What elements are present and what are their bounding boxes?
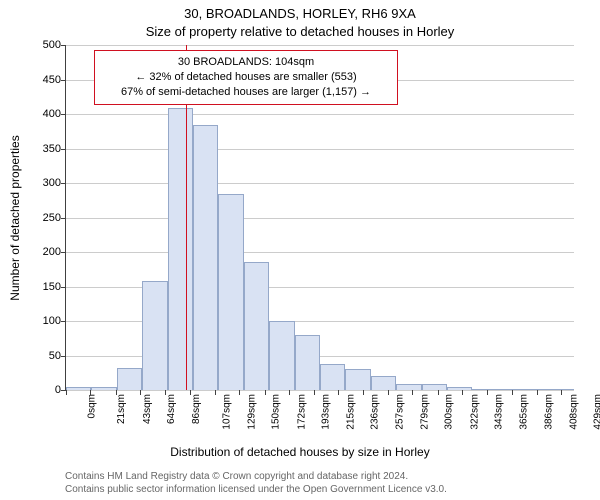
y-axis-label: Number of detached properties	[8, 135, 22, 300]
x-tick-label: 129sqm	[247, 394, 258, 430]
y-tick-label: 300	[43, 177, 66, 189]
y-tick-label: 350	[43, 143, 66, 155]
histogram-bar	[422, 384, 447, 390]
x-tick	[412, 390, 413, 395]
gridline	[66, 45, 574, 46]
info-line-2: ← 32% of detached houses are smaller (55…	[102, 70, 390, 85]
x-tick-label: 172sqm	[296, 394, 307, 430]
x-tick-label: 215sqm	[346, 394, 357, 430]
x-tick	[116, 390, 117, 395]
info-line-3: 67% of semi-detached houses are larger (…	[102, 85, 390, 100]
x-tick-label: 386sqm	[543, 394, 554, 430]
gridline	[66, 218, 574, 219]
histogram-bar	[472, 389, 497, 390]
attribution-line-2: Contains public sector information licen…	[65, 483, 447, 496]
x-tick-label: 365sqm	[519, 394, 530, 430]
x-tick-label: 0sqm	[86, 394, 97, 418]
plot-area: 30 BROADLANDS: 104sqm ← 32% of detached …	[65, 45, 574, 391]
x-tick-label: 193sqm	[320, 394, 331, 430]
info-box: 30 BROADLANDS: 104sqm ← 32% of detached …	[94, 50, 398, 105]
attribution-line-1: Contains HM Land Registry data © Crown c…	[65, 470, 447, 483]
gridline	[66, 183, 574, 184]
chart-title: 30, BROADLANDS, HORLEY, RH6 9XA	[0, 6, 600, 21]
x-tick	[487, 390, 488, 395]
x-tick-label: 429sqm	[593, 394, 600, 430]
histogram-bar	[498, 389, 523, 390]
histogram-bar	[269, 321, 294, 390]
gridline	[66, 149, 574, 150]
x-tick-label: 150sqm	[271, 394, 282, 430]
x-tick	[462, 390, 463, 395]
x-tick	[561, 390, 562, 395]
y-tick-label: 500	[43, 39, 66, 51]
histogram-bar	[320, 364, 345, 390]
x-tick-label: 236sqm	[370, 394, 381, 430]
histogram-bar	[117, 368, 142, 390]
histogram-bar	[523, 389, 548, 390]
histogram-bar	[91, 387, 116, 390]
x-tick	[90, 390, 91, 395]
x-axis-label: Distribution of detached houses by size …	[0, 445, 600, 459]
x-tick-label: 64sqm	[166, 394, 177, 424]
x-tick	[190, 390, 191, 395]
x-tick-label: 300sqm	[444, 394, 455, 430]
x-tick	[388, 390, 389, 395]
histogram-bar	[193, 125, 218, 390]
attribution-text: Contains HM Land Registry data © Crown c…	[65, 470, 447, 496]
x-tick	[314, 390, 315, 395]
x-tick	[438, 390, 439, 395]
histogram-bar	[396, 384, 421, 390]
y-tick-label: 0	[55, 384, 66, 396]
histogram-bar	[218, 194, 243, 390]
info-line-1: 30 BROADLANDS: 104sqm	[102, 55, 390, 70]
x-tick	[363, 390, 364, 395]
x-tick	[537, 390, 538, 395]
x-tick-label: 279sqm	[420, 394, 431, 430]
x-tick	[289, 390, 290, 395]
histogram-bar	[345, 369, 370, 390]
y-tick-label: 150	[43, 281, 66, 293]
histogram-bar	[168, 108, 193, 390]
x-tick-label: 408sqm	[569, 394, 580, 430]
x-tick-label: 43sqm	[142, 394, 153, 424]
x-tick	[265, 390, 266, 395]
histogram-bar	[549, 389, 574, 390]
gridline	[66, 252, 574, 253]
histogram-bar	[371, 376, 396, 390]
x-tick	[239, 390, 240, 395]
x-tick	[512, 390, 513, 395]
x-tick	[140, 390, 141, 395]
histogram-bar	[142, 281, 167, 390]
x-tick	[338, 390, 339, 395]
x-tick-label: 257sqm	[394, 394, 405, 430]
x-tick	[66, 390, 67, 395]
x-tick	[165, 390, 166, 395]
chart-container: 30, BROADLANDS, HORLEY, RH6 9XA Size of …	[0, 0, 600, 500]
gridline	[66, 390, 574, 391]
chart-subtitle: Size of property relative to detached ho…	[0, 24, 600, 39]
histogram-bar	[295, 335, 320, 390]
y-tick-label: 250	[43, 212, 66, 224]
y-tick-label: 400	[43, 108, 66, 120]
y-tick-label: 200	[43, 246, 66, 258]
histogram-bar	[244, 262, 269, 390]
gridline	[66, 114, 574, 115]
y-tick-label: 450	[43, 74, 66, 86]
histogram-bar	[447, 387, 472, 390]
x-tick-label: 21sqm	[116, 394, 127, 424]
y-tick-label: 100	[43, 315, 66, 327]
x-tick-label: 322sqm	[469, 394, 480, 430]
y-tick-label: 50	[49, 350, 66, 362]
x-tick-label: 343sqm	[494, 394, 505, 430]
x-tick-label: 107sqm	[221, 394, 232, 430]
x-tick	[215, 390, 216, 395]
x-tick-label: 86sqm	[191, 394, 202, 424]
histogram-bar	[66, 387, 91, 390]
